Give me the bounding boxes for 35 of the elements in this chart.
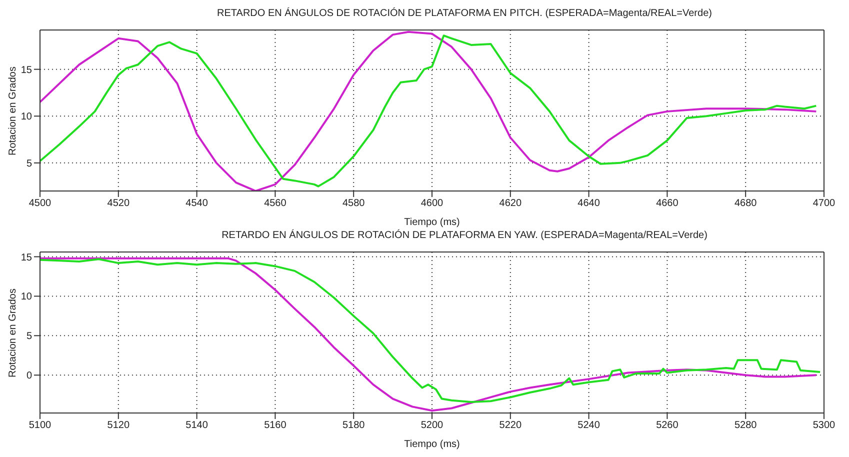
x-axis-title: Tiempo (ms) (404, 217, 460, 228)
y-tick-label: 15 (20, 252, 32, 264)
x-tick-label: 5100 (28, 420, 52, 432)
x-tick-label: 5120 (107, 420, 130, 432)
x-tick-label: 4620 (499, 198, 522, 210)
x-tick-label: 5180 (342, 420, 366, 432)
x-tick-label: 4640 (578, 198, 600, 210)
x-tick-label: 5300 (812, 420, 836, 432)
y-tick-label: 0 (26, 370, 32, 382)
x-tick-label: 5260 (656, 420, 679, 432)
x-tick-label: 4560 (264, 198, 287, 210)
x-tick-label: 5140 (186, 420, 208, 432)
x-tick-label: 4700 (812, 198, 836, 210)
y-tick-label: 5 (26, 331, 32, 342)
y-axis-title: Rotacion en Grados (8, 66, 19, 156)
y-tick-label: 5 (26, 158, 32, 170)
y-tick-label: 10 (20, 292, 32, 303)
x-tick-label: 4520 (107, 198, 130, 210)
x-tick-label: 4580 (342, 198, 366, 210)
x-tick-label: 4500 (28, 198, 52, 210)
chart-title: RETARDO EN ÁNGULOS DE ROTACIÓN DE PLATAFORMA EN PITCH. (ESPERADA=Magenta/REAL=Verde) (216, 8, 713, 19)
x-tick-label: 5220 (499, 420, 522, 432)
y-tick-label: 10 (20, 112, 32, 123)
x-axis-title: Tiempo (ms) (404, 439, 460, 450)
x-tick-label: 4540 (186, 198, 208, 210)
y-axis-title: Rotacion en Grados (8, 288, 19, 378)
x-tick-label: 5240 (578, 420, 600, 432)
x-tick-label: 4680 (734, 198, 758, 210)
chart-title: RETARDO EN ÁNGULOS DE ROTACIÓN DE PLATAFORMA EN YAW. (ESPERADA=Magenta/REAL=Verde) (220, 230, 708, 241)
x-tick-label: 5200 (420, 420, 444, 432)
y-tick-label: 15 (20, 64, 32, 76)
x-tick-label: 5280 (734, 420, 758, 432)
x-tick-label: 5160 (264, 420, 287, 432)
x-tick-label: 4600 (420, 198, 444, 210)
x-tick-label: 4660 (656, 198, 679, 210)
